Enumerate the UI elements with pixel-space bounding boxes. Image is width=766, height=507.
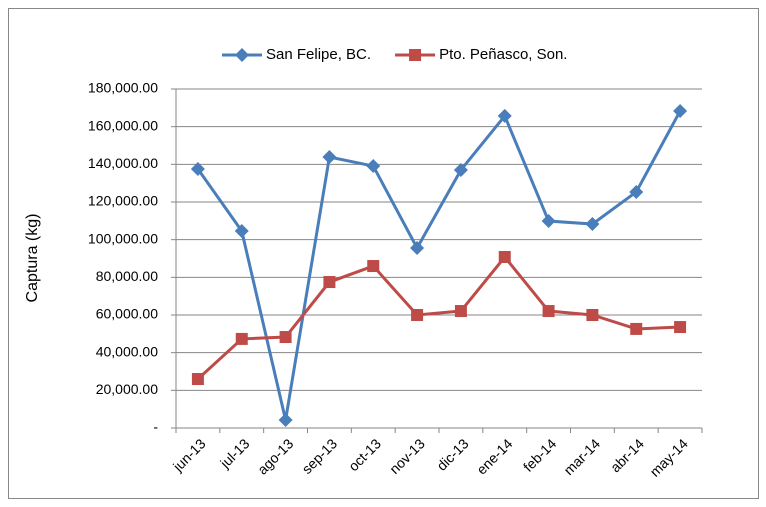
y-tick-label: 180,000.00 bbox=[88, 80, 158, 96]
data-point bbox=[453, 162, 468, 177]
data-point bbox=[190, 162, 205, 177]
data-point bbox=[234, 224, 249, 239]
y-tick-label: 20,000.00 bbox=[96, 381, 158, 397]
y-tick-label: 80,000.00 bbox=[96, 268, 158, 284]
data-point bbox=[323, 276, 336, 289]
y-tick-label: 140,000.00 bbox=[88, 155, 158, 171]
data-point bbox=[674, 321, 687, 334]
legend-marker bbox=[235, 48, 249, 62]
legend-label: Pto. Peñasco, Son. bbox=[439, 46, 567, 63]
data-point bbox=[497, 108, 512, 123]
data-point bbox=[367, 260, 380, 273]
y-tick-label: 120,000.00 bbox=[88, 193, 158, 209]
series-line bbox=[196, 254, 681, 381]
y-tick-label: 100,000.00 bbox=[88, 230, 158, 246]
y-tick-label: 160,000.00 bbox=[88, 117, 158, 133]
y-tick-label: - bbox=[153, 419, 158, 435]
series-line bbox=[196, 110, 682, 421]
data-point bbox=[366, 159, 381, 174]
y-tick-label: 40,000.00 bbox=[96, 343, 158, 359]
data-point bbox=[629, 185, 644, 200]
data-point bbox=[191, 373, 204, 386]
data-point bbox=[322, 149, 337, 164]
data-point bbox=[411, 309, 424, 321]
legend-marker bbox=[409, 49, 422, 61]
data-point bbox=[630, 322, 643, 335]
data-point bbox=[586, 309, 599, 321]
data-point bbox=[585, 217, 600, 232]
data-point bbox=[454, 305, 467, 318]
data-point bbox=[542, 305, 555, 318]
data-point bbox=[278, 412, 293, 427]
data-point bbox=[235, 332, 248, 345]
data-point bbox=[673, 104, 688, 119]
chart-frame bbox=[8, 8, 759, 499]
data-point bbox=[498, 250, 511, 263]
data-point bbox=[279, 331, 292, 344]
y-axis-label: Captura (kg) bbox=[24, 214, 41, 303]
data-point bbox=[410, 240, 425, 255]
data-point bbox=[541, 214, 556, 229]
y-tick-label: 60,000.00 bbox=[96, 306, 158, 322]
legend-label: San Felipe, BC. bbox=[266, 46, 371, 63]
